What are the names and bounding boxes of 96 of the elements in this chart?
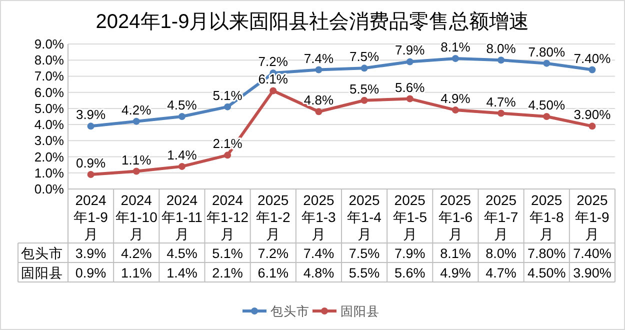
data-label: 7.80%: [527, 246, 566, 261]
text: 0.9%: [76, 156, 106, 170]
data-label: 4.8%: [303, 266, 334, 280]
text: 1.1%: [122, 152, 152, 168]
x-tick-label: 2025年1-4月: [347, 192, 382, 242]
x-tick-label: 2024年1-9月: [74, 192, 108, 242]
data-label: 8.0%: [486, 246, 516, 261]
data-label: 4.50%: [527, 266, 566, 280]
text: 7.9%: [395, 42, 425, 58]
point: [543, 113, 550, 120]
text: 4.50%: [528, 98, 566, 112]
data-label: 3.90%: [573, 266, 612, 280]
point: [360, 96, 368, 104]
point: [588, 122, 596, 130]
data-label: 7.9%: [394, 246, 426, 261]
x-tick-label: 2025年1-7月: [484, 192, 518, 242]
data-label: 2.1%: [212, 266, 243, 280]
text: 4.5%: [167, 98, 197, 112]
x-tick-label: 2024年1-11月: [161, 192, 203, 242]
data-label: 7.2%: [258, 246, 289, 261]
point: [315, 66, 322, 74]
text: 5.1%: [212, 88, 242, 103]
text: 3.9%: [76, 107, 106, 122]
text: 3.90%: [574, 107, 611, 122]
text: 1.4%: [167, 147, 197, 162]
y-tick-label: 0.0%: [34, 182, 64, 196]
y-tick-label: 2.0%: [34, 149, 64, 164]
point: [178, 113, 186, 120]
text: 4.7%: [486, 94, 516, 110]
data-label: 4.5%: [166, 246, 198, 261]
data-label: 0.9%: [75, 266, 106, 280]
point: [270, 87, 277, 94]
text: 7.4%: [304, 50, 334, 66]
point: [315, 108, 322, 116]
data-label: 1.1%: [120, 266, 152, 280]
text: 8.1%: [440, 40, 470, 54]
x-tick-label: 2024年1-12月: [206, 192, 249, 242]
x-tick-label: 2025年1-8月: [530, 192, 564, 242]
text: 固阳县: [21, 266, 63, 280]
y-tick-label: 7.0%: [34, 68, 64, 84]
data-label: 7.40%: [573, 246, 612, 261]
data-label: 7.4%: [303, 246, 334, 261]
y-tick-label: 1.0%: [34, 165, 64, 180]
point: [406, 58, 414, 66]
data-label: 3.9%: [75, 246, 106, 261]
point: [452, 106, 459, 114]
data-label: 7.5%: [348, 246, 380, 261]
y-tick-label: 9.0%: [34, 36, 64, 52]
point: [178, 162, 186, 170]
data-label: 4.7%: [486, 266, 516, 280]
text: 5.5%: [349, 81, 380, 96]
point: [498, 56, 505, 64]
text: 7.40%: [574, 50, 611, 66]
point: [588, 66, 596, 74]
text: 4.9%: [440, 91, 470, 106]
chart-title: 2024年1-9月以来固阳县社会消费品零售总额增速: [96, 11, 530, 33]
point: [543, 60, 550, 67]
point: [224, 103, 232, 110]
data-label: 4.2%: [120, 246, 152, 261]
point: [406, 95, 414, 102]
data-label: 6.1%: [258, 266, 289, 280]
x-tick-label: 2025年1-9月: [575, 192, 610, 242]
data-label: 8.1%: [440, 246, 471, 261]
text: 4.8%: [304, 92, 334, 108]
text: 7.5%: [349, 49, 380, 64]
legend-label: 固阳县: [340, 304, 380, 318]
x-tick-label: 2025年1-5月: [392, 192, 428, 242]
text: 7.80%: [528, 44, 566, 60]
point: [87, 171, 94, 178]
point: [87, 122, 94, 130]
y-tick-label: 6.0%: [34, 84, 64, 100]
point: [452, 55, 459, 62]
data-label: 5.1%: [212, 246, 243, 261]
y-tick-label: 5.0%: [34, 100, 64, 116]
point: [132, 168, 140, 175]
legend-label: 包头市: [270, 304, 310, 318]
point: [360, 64, 368, 72]
text: 包头市: [21, 246, 63, 261]
data-label: 1.4%: [166, 266, 198, 280]
data-label: 5.6%: [394, 266, 426, 280]
text: 4.2%: [122, 102, 152, 118]
x-tick-label: 2024年1-10月: [115, 192, 158, 242]
y-tick-label: 8.0%: [34, 52, 64, 68]
text: 8.0%: [486, 41, 516, 56]
x-tick-label: 2025年1-2月: [256, 192, 290, 242]
data-label: 5.5%: [348, 266, 380, 280]
point: [498, 110, 505, 117]
x-tick-label: 2025年1-6月: [438, 192, 473, 242]
text: 5.6%: [395, 80, 425, 95]
point: [132, 118, 140, 125]
x-tick-label: 2025年1-3月: [302, 192, 336, 242]
y-tick-label: 3.0%: [34, 133, 64, 148]
y-tick-label: 4.0%: [34, 117, 64, 132]
text: 7.2%: [258, 54, 288, 69]
data-label: 4.9%: [440, 266, 471, 280]
point: [224, 152, 232, 159]
